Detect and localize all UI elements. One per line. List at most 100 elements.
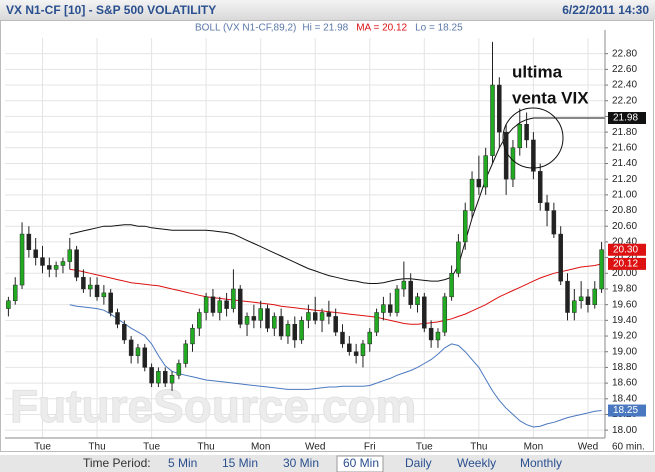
period-button[interactable]: 15 Min — [222, 456, 258, 470]
candle-body — [578, 296, 584, 301]
candle-body — [517, 124, 523, 149]
indicator-label: BOLL (VX N1-CF,89,2) — [195, 23, 296, 34]
y-tick-label: 20.00 — [612, 268, 637, 279]
candle-body — [360, 343, 366, 356]
candle-body — [544, 202, 550, 211]
candle-body — [449, 273, 454, 298]
y-tick-label: 20.80 — [612, 205, 637, 216]
candle-body — [258, 308, 263, 321]
candle-body — [333, 316, 338, 333]
y-tick-label: 22.60 — [612, 64, 637, 75]
y-tick-label: 19.40 — [612, 315, 637, 326]
legend-entry: Hi = 21.98 — [302, 23, 348, 34]
candle-body — [503, 131, 509, 180]
candle-body — [128, 339, 134, 356]
x-tick-label: Thu — [198, 442, 215, 453]
price-tag-label: 20.30 — [613, 244, 638, 255]
candle-body — [387, 304, 393, 313]
candle-body — [497, 84, 502, 133]
candle-body — [101, 292, 107, 298]
candle-body — [408, 280, 413, 305]
candle-body — [347, 343, 352, 352]
y-tick-label: 18.40 — [612, 393, 637, 404]
candle-body — [231, 288, 236, 309]
legend-entry: MA = 20.12 — [356, 23, 407, 34]
candle-body — [278, 316, 284, 337]
y-tick-label: 19.00 — [612, 346, 637, 357]
candle-body — [340, 331, 345, 345]
candle-body — [12, 284, 18, 301]
candle-body — [306, 312, 311, 321]
candle-body — [26, 233, 32, 251]
band-line — [69, 117, 602, 284]
x-tick-label: Fri — [364, 442, 376, 453]
y-tick-label: 21.40 — [612, 158, 637, 169]
candle-body — [374, 312, 379, 333]
candle-body — [462, 210, 468, 243]
period-label: Time Period: — [83, 456, 151, 470]
x-tick-label: Tue — [34, 442, 51, 453]
legend: BOLL (VX N1-CF,89,2) Hi = 21.98 MA = 20.1… — [195, 23, 463, 34]
candle-body — [319, 312, 325, 321]
plot-frame — [0, 20, 654, 452]
candle-body — [285, 324, 291, 337]
candle-body — [599, 249, 604, 290]
y-tick-label: 20.40 — [612, 237, 637, 248]
candle-body — [394, 288, 400, 313]
y-tick-label: 21.00 — [612, 190, 637, 201]
candle-body — [210, 296, 216, 313]
y-tick-label: 19.20 — [612, 331, 637, 342]
x-tick-label: Wed — [305, 442, 325, 453]
y-tick-label: 21.80 — [612, 127, 637, 138]
period-button[interactable]: Daily — [405, 456, 432, 470]
candle-body — [203, 296, 209, 313]
x-tick-label: Thu — [88, 442, 105, 453]
candle-body — [237, 288, 243, 325]
price-tag — [608, 257, 646, 270]
y-tick-label: 21.60 — [612, 142, 637, 153]
price-tag — [608, 112, 646, 124]
candle-body — [551, 210, 557, 235]
period-button[interactable]: 30 Min — [283, 456, 319, 470]
candle-body — [60, 261, 66, 266]
candle-body — [94, 284, 100, 298]
candle-body — [156, 371, 161, 384]
candle-body — [6, 300, 11, 309]
band-line — [69, 304, 602, 428]
candle-body — [190, 327, 195, 345]
y-tick-label: 18.60 — [612, 378, 637, 389]
candle-body — [244, 316, 250, 325]
candle-body — [442, 296, 448, 333]
candle-body — [476, 178, 482, 188]
candle-body — [47, 265, 52, 270]
candle-body — [224, 300, 229, 309]
period-button[interactable]: 5 Min — [168, 456, 197, 470]
candle-body — [565, 280, 570, 313]
x-tick-label: Tue — [416, 442, 433, 453]
y-tick-label: 18.00 — [612, 425, 637, 436]
candle-body — [217, 300, 223, 313]
candle-body — [456, 241, 461, 274]
candle-body — [183, 343, 188, 364]
candle-body — [169, 375, 175, 384]
candle-body — [326, 312, 332, 317]
y-tick-label: 22.40 — [612, 80, 637, 91]
y-tick-label: 22.20 — [612, 95, 637, 106]
candle-body — [401, 280, 407, 290]
candle-body — [197, 312, 202, 329]
x-tick-label: Wed — [578, 442, 598, 453]
candle-body — [381, 304, 386, 313]
candle-body — [592, 288, 598, 305]
marks — [6, 41, 605, 428]
candle-body — [33, 249, 38, 258]
axes: 18.0018.2018.4018.6018.8019.0019.2019.40… — [5, 30, 646, 453]
x-tick-label: Thu — [470, 442, 487, 453]
candle-body — [176, 363, 182, 376]
legend-entry: Lo = 18.25 — [415, 23, 463, 34]
candle-body — [265, 308, 270, 329]
period-button[interactable]: Monthly — [520, 456, 562, 470]
period-button[interactable]: 60 Min — [343, 456, 379, 470]
candle-body — [272, 316, 277, 329]
period-button[interactable]: Weekly — [457, 456, 496, 470]
candle-body — [53, 265, 59, 270]
